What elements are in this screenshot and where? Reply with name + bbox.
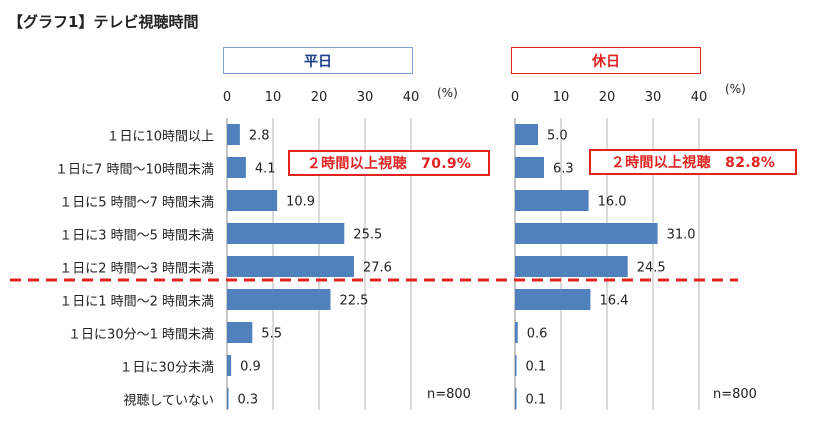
value-label: 0.1 (526, 393, 547, 408)
value-label: 24.5 (637, 261, 666, 276)
bar (515, 124, 538, 145)
value-label: 0.1 (526, 360, 547, 375)
bar (515, 322, 518, 343)
bar (515, 223, 658, 244)
value-label: 31.0 (667, 228, 696, 243)
category-label: １日に10時間以上 (106, 129, 214, 144)
weekday-panel-title: 平日 (223, 47, 413, 74)
value-label: 6.3 (553, 162, 574, 177)
x-tick-label: 10 (553, 90, 570, 105)
weekday-sample-size: n=800 (427, 387, 471, 402)
x-tick-label: 20 (599, 90, 616, 105)
value-label: 2.8 (249, 129, 270, 144)
unit-label: (%) (725, 82, 746, 96)
bar (515, 256, 628, 277)
bar (227, 355, 232, 376)
bar (227, 157, 246, 178)
value-label: 5.5 (261, 327, 282, 342)
holiday-sample-size: n=800 (713, 387, 757, 402)
x-tick-label: 20 (311, 90, 328, 105)
category-label: １日に7 時間～10時間未満 (55, 162, 214, 177)
bar (515, 388, 517, 409)
bar (515, 157, 544, 178)
bar (227, 223, 345, 244)
x-tick-label: 40 (691, 90, 708, 105)
holiday-panel-title: 休日 (511, 47, 701, 74)
bar (515, 190, 589, 211)
value-label: 5.0 (547, 129, 568, 144)
value-label: 22.5 (340, 294, 369, 309)
value-label: 25.5 (353, 228, 382, 243)
bar (227, 190, 278, 211)
bar (227, 388, 229, 409)
x-tick-label: 40 (403, 90, 420, 105)
value-label: 4.1 (255, 162, 276, 177)
x-tick-label: 30 (357, 90, 374, 105)
value-label: 16.0 (598, 195, 627, 210)
value-label: 0.9 (240, 360, 261, 375)
category-label: １日に2 時間～3 時間未満 (59, 261, 214, 276)
bar (227, 256, 354, 277)
bar (515, 289, 591, 310)
category-label: １日に3 時間～5 時間未満 (59, 228, 214, 243)
value-label: 0.6 (527, 327, 548, 342)
x-tick-label: 0 (511, 90, 519, 105)
category-label: 視聴していない (123, 393, 214, 408)
value-label: 10.9 (286, 195, 315, 210)
value-label: 27.6 (363, 261, 392, 276)
weekday-callout: ２時間以上視聴 70.9% (288, 150, 490, 176)
x-tick-label: 0 (223, 90, 231, 105)
category-label: １日に1 時間～2 時間未満 (59, 294, 214, 309)
chart-title: 【グラフ1】テレビ視聴時間 (8, 13, 199, 31)
category-label: １日に30分～1 時間未満 (68, 327, 214, 342)
bar (227, 289, 331, 310)
value-label: 0.3 (238, 393, 259, 408)
x-tick-label: 10 (265, 90, 282, 105)
bar (227, 124, 240, 145)
bar (227, 322, 253, 343)
x-tick-label: 30 (645, 90, 662, 105)
holiday-callout: ２時間以上視聴 82.8% (589, 149, 797, 175)
bar (515, 355, 517, 376)
category-label: １日に30分未満 (119, 360, 214, 375)
value-label: 16.4 (599, 294, 628, 309)
category-label: １日に5 時間～7 時間未満 (59, 195, 214, 210)
unit-label: (%) (437, 86, 458, 100)
